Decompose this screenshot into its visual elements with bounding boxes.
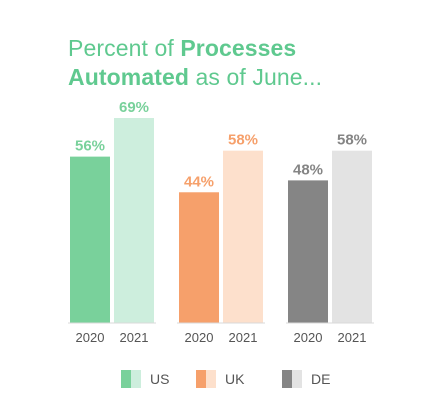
title-line1-bold: Processes [180,35,297,61]
bar-us-2020 [70,156,110,323]
legend-swatch-us-2021 [131,370,141,388]
legend-swatch-de-2020 [282,370,292,388]
legend-swatch-uk-2020 [196,370,206,388]
bar-de-2020 [288,180,328,323]
bar-us-2021 [114,118,154,323]
tick-label-de-2021: 2021 [338,330,367,345]
legend-label-us: US [150,371,170,387]
legend-label-uk: UK [225,371,245,387]
legend-swatch-de-2021 [292,370,302,388]
title-line1-plain: Percent of [68,35,181,61]
legend-swatch-de [282,370,302,388]
legend-item-us: US [121,368,169,390]
tick-label-uk-2021: 2021 [229,330,258,345]
tick-label-de-2020: 2020 [294,330,323,345]
data-label-us-2021: 69% [119,99,149,116]
bar-uk-2021 [223,150,263,323]
legend-swatch-us-2020 [121,370,131,388]
data-label-de-2021: 58% [337,132,367,149]
tick-label-us-2020: 2020 [76,330,105,345]
bar-de-2021 [332,150,372,323]
data-label-uk-2020: 44% [184,173,214,190]
title-line2-plain: as of June... [189,64,323,90]
data-label-us-2020: 56% [75,138,105,155]
legend-item-de: DE [282,368,330,390]
title-line2-bold: Automated [68,64,190,90]
legend-swatch-uk-2021 [206,370,216,388]
bar-uk-2020 [179,192,219,323]
chart-title: Percent of Processes Automated as of Jun… [68,34,408,92]
data-label-de-2020: 48% [293,161,323,178]
legend-label-de: DE [311,371,331,387]
tick-label-us-2021: 2021 [120,330,149,345]
legend-item-uk: UK [196,368,244,390]
legend-swatch-uk [196,370,216,388]
chart-legend: US UK DE [0,368,426,390]
tick-label-uk-2020: 2020 [185,330,214,345]
data-label-uk-2021: 58% [228,132,258,149]
legend-swatch-us [121,370,141,388]
